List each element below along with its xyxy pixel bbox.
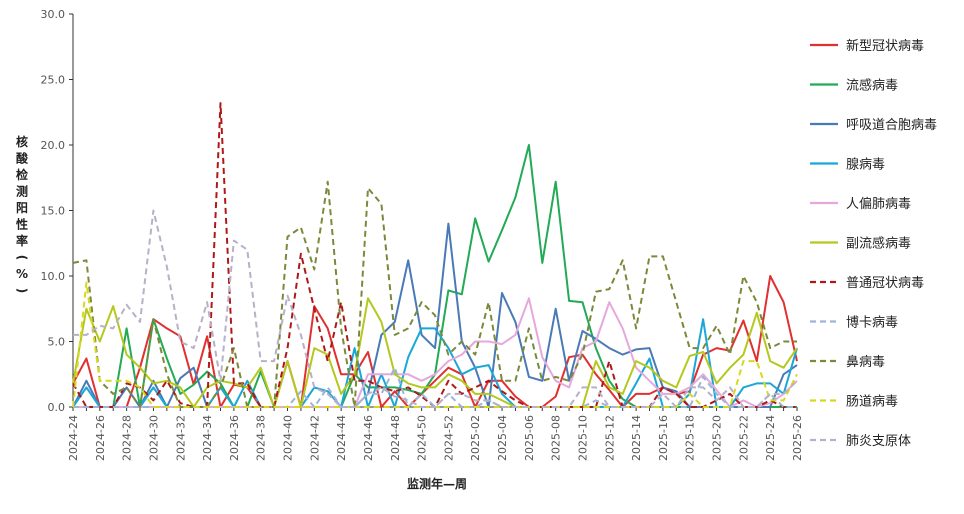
y-axis: 0.0 5.0 10.0 15.0 20.0 25.0 30.0 [41, 8, 74, 414]
x-tick-label: 2025-20 [711, 415, 724, 461]
x-tick-label: 2025-10 [576, 415, 589, 461]
x-tick-label: 2024-42 [308, 415, 321, 461]
x-tick-label: 2024-40 [282, 415, 295, 461]
x-tick-label: 2024-36 [228, 415, 241, 461]
y-axis-title-char: 检 [16, 167, 28, 182]
plot-lines [72, 102, 798, 408]
x-tick-label: 2025-06 [523, 415, 536, 461]
x-tick-label: 2024-24 [67, 415, 80, 461]
x-tick-label: 2024-48 [389, 415, 402, 461]
x-tick-label: 2024-32 [174, 415, 187, 461]
legend-label: 流感病毒 [846, 78, 898, 94]
legend-label: 人偏肺病毒 [846, 197, 911, 212]
x-tick-label: 2025-04 [496, 415, 509, 461]
y-tick-label: 5.0 [48, 336, 66, 349]
series-line [72, 222, 798, 408]
legend-label: 副流感病毒 [846, 236, 911, 252]
x-tick-label: 2024-50 [416, 415, 429, 461]
x-axis-title: 监测年—周 [407, 476, 467, 491]
x-tick-label: 2025-26 [791, 415, 804, 461]
series-line [73, 209, 798, 408]
x-tick-label: 2024-44 [335, 415, 348, 461]
x-tick-label: 2025-12 [603, 415, 616, 461]
legend-label: 腺病毒 [846, 158, 885, 173]
x-tick-label: 2024-52 [442, 415, 455, 461]
x-tick-label: 2025-14 [630, 415, 643, 461]
y-axis-title-char: ( [15, 255, 29, 260]
y-tick-label: 30.0 [41, 8, 66, 21]
x-tick-label: 2025-02 [469, 415, 482, 461]
series-line [73, 144, 797, 408]
y-axis-title-char: 阳 [16, 200, 28, 215]
x-tick-label: 2024-38 [255, 415, 268, 461]
legend-label: 普通冠状病毒 [846, 276, 924, 291]
y-tick-label: 15.0 [41, 205, 66, 218]
legend-label: 肺炎支原体 [846, 434, 911, 449]
y-axis-title-char: 核 [16, 134, 28, 149]
y-tick-label: 20.0 [41, 139, 66, 152]
legend-label: 肠道病毒 [846, 395, 898, 410]
x-tick-label: 2025-16 [657, 415, 670, 461]
x-tick-label: 2024-30 [147, 415, 160, 461]
x-tick-label: 2024-34 [201, 415, 214, 461]
y-tick-label: 25.0 [41, 74, 66, 87]
series-line [72, 180, 797, 408]
y-axis-title-char: 测 [16, 184, 28, 199]
x-tick-label: 2025-24 [764, 415, 777, 461]
y-tick-label: 10.0 [41, 270, 66, 283]
y-axis-title-char: ) [15, 288, 29, 293]
y-axis-title-char: 性 [15, 217, 28, 232]
legend: 新型冠状病毒流感病毒呼吸道合胞病毒腺病毒人偏肺病毒副流感病毒普通冠状病毒博卡病毒… [810, 38, 937, 449]
legend-label: 鼻病毒 [846, 354, 885, 370]
y-axis-title-char: 酸 [16, 151, 29, 166]
y-axis-title-char: % [16, 267, 28, 281]
x-tick-label: 2024-46 [362, 415, 375, 461]
y-axis-title-char: 率 [16, 233, 28, 248]
x-tick-label: 2025-08 [550, 415, 563, 461]
legend-label: 博卡病毒 [846, 316, 898, 331]
x-tick-label: 2024-26 [94, 415, 107, 461]
y-tick-label: 0.0 [48, 401, 66, 414]
x-tick-label: 2024-28 [121, 415, 134, 461]
x-tick-label: 2025-18 [684, 415, 697, 461]
legend-label: 呼吸道合胞病毒 [846, 118, 937, 133]
x-axis: 2024-24 2024-26 2024-28 2024-30 2024-32 2024-… [67, 406, 804, 461]
legend-label: 新型冠状病毒 [846, 38, 924, 54]
x-tick-label: 2025-22 [737, 415, 750, 461]
